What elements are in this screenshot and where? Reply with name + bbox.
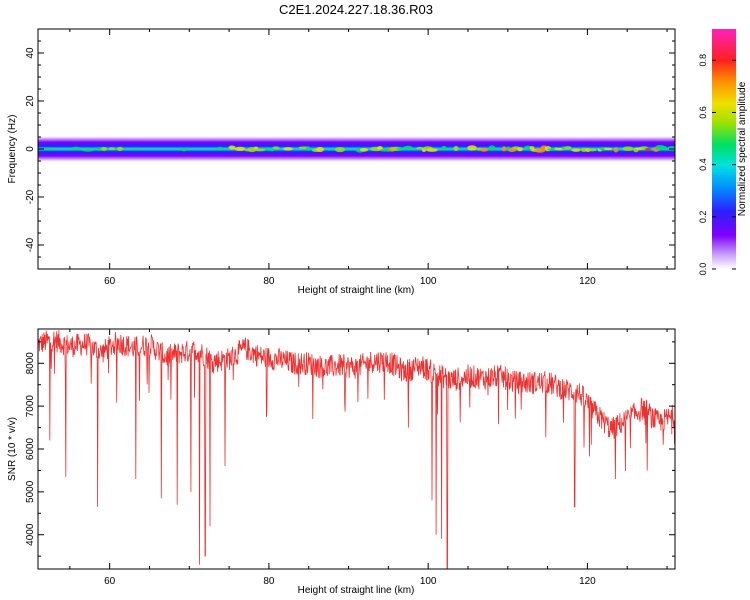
spectrogram-plot-area (38, 135, 675, 163)
colorbar-ticks: 0.0 0.2 0.4 0.6 0.8 (698, 54, 736, 275)
y-tick-label: 5000 (25, 480, 36, 503)
x-tick-label: 120 (579, 576, 596, 587)
band-hotspot (133, 147, 139, 151)
snr-x-axis-label: Height of straight line (km) (298, 585, 415, 596)
band-hotspot (305, 146, 311, 151)
x-tick-label: 100 (420, 276, 437, 287)
y-tick-label: -40 (25, 237, 36, 252)
y-tick-label: 4000 (25, 523, 36, 546)
band-hotspot (564, 146, 572, 150)
spectrogram-y-axis-label: Frequency (Hz) (7, 115, 18, 184)
band-hotspot (101, 146, 107, 151)
colorbar-tick-label: 0.0 (698, 263, 708, 276)
band-hotspot (416, 146, 424, 150)
band-hotspot (254, 148, 266, 152)
band-hotspot (467, 145, 477, 151)
band-hotspot (426, 148, 438, 152)
band-hotspot (234, 146, 246, 151)
y-tick-label: 40 (25, 47, 36, 59)
band-hotspot (479, 147, 489, 152)
snr-panel: 60 80 100 120 8000 7000 6000 5000 4000 Height o… (7, 328, 676, 596)
y-tick-label: 8000 (25, 352, 36, 375)
spectrogram-panel: 60 80 100 120 40 20 0 -20 -40 Height of straigh… (7, 28, 676, 296)
band-hotspot (272, 146, 280, 150)
band-hotspot (603, 147, 613, 151)
band-hotspot (661, 145, 667, 150)
band-hotspot (265, 147, 271, 151)
band-hotspots (43, 145, 675, 153)
band-hotspot (359, 147, 369, 152)
x-tick-label: 60 (104, 576, 116, 587)
x-tick-label: 80 (263, 276, 275, 287)
band-hotspot (488, 145, 496, 151)
x-tick-label: 60 (104, 276, 116, 287)
band-hotspot (580, 147, 588, 152)
band-hotspot (377, 146, 383, 150)
x-tick-label: 80 (263, 576, 275, 587)
band-hotspot (645, 147, 651, 151)
band-hotspot (334, 147, 346, 153)
band-hotspot (517, 147, 523, 152)
colorbar-tick-label: 0.4 (698, 158, 708, 171)
x-tick-label: 120 (579, 276, 596, 287)
snr-series-line (38, 330, 675, 569)
band-hotspot (587, 148, 597, 152)
band-hotspot (269, 148, 275, 152)
band-hotspot (622, 146, 634, 151)
band-hotspot (441, 145, 447, 151)
band-hotspot (108, 147, 116, 150)
band-hotspot (43, 147, 53, 151)
band-hotspot (117, 146, 123, 152)
spectrogram-x-ticks: 60 80 100 120 (69, 29, 668, 287)
band-hotspot (613, 147, 619, 153)
band-hotspot (283, 147, 293, 151)
spectrogram-y-ticks: 40 20 0 -20 -40 (25, 40, 675, 258)
band-hotspot (403, 145, 413, 150)
y-tick-label: 20 (25, 95, 36, 107)
y-tick-label: 0 (25, 146, 36, 152)
colorbar-gradient (712, 29, 736, 269)
colorbar-tick-label: 0.2 (698, 211, 708, 224)
band-hotspot (82, 148, 94, 152)
band-hotspot (253, 146, 259, 150)
snr-y-ticks: 8000 7000 6000 5000 4000 (25, 341, 675, 557)
band-hotspot (316, 146, 324, 153)
band-hotspot (501, 146, 507, 152)
band-hotspot (217, 146, 223, 151)
band-hotspot (71, 146, 81, 150)
colorbar-label: Normalized spectral amplitude (737, 81, 748, 216)
band-hotspot (529, 146, 535, 150)
band-hotspot (181, 148, 187, 152)
figure-title: C2E1.2024.227.18.36.R03 (279, 2, 433, 17)
band-hotspot (571, 148, 581, 152)
x-tick-label: 100 (420, 576, 437, 587)
snr-x-ticks: 60 80 100 120 (69, 329, 668, 587)
band-hotspot (228, 145, 236, 150)
spectrogram-x-axis-label: Height of straight line (km) (298, 285, 415, 296)
band-hotspot (396, 147, 404, 151)
colorbar-tick-label: 0.6 (698, 106, 708, 119)
colorbar: 0.0 0.2 0.4 0.6 0.8 Normalized spectral ampl… (698, 29, 748, 275)
y-tick-label: 6000 (25, 437, 36, 460)
y-tick-label: -20 (25, 189, 36, 204)
band-hotspot (453, 145, 459, 152)
snr-y-axis-label: SNR (10 * v/v) (7, 417, 18, 481)
y-tick-label: 7000 (25, 395, 36, 418)
colorbar-tick-label: 0.8 (698, 54, 708, 67)
